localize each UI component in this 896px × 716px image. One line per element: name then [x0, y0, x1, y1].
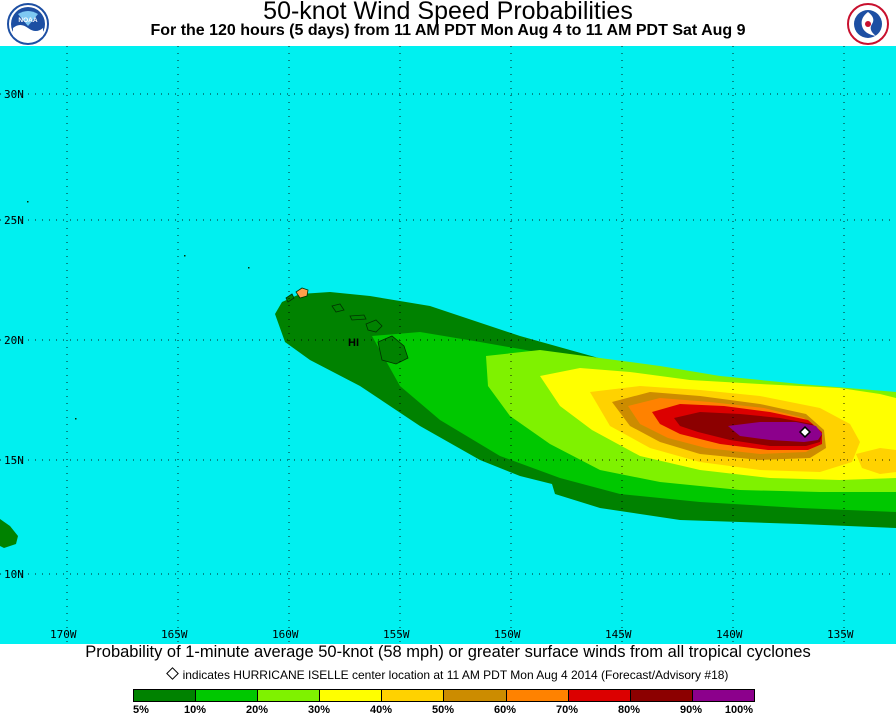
page-title: 50-knot Wind Speed Probabilities — [263, 0, 633, 25]
colorbar-segment — [630, 690, 693, 701]
colorbar-segment — [444, 690, 507, 701]
lon-label: 150W — [494, 628, 521, 641]
colorbar-label: 80% — [617, 704, 641, 716]
lat-label: 25N — [4, 214, 24, 227]
colorbar-label: 10% — [183, 704, 207, 716]
lon-label: 135W — [827, 628, 854, 641]
map-description: Probability of 1-minute average 50-knot … — [85, 643, 811, 661]
footer: Probability of 1-minute average 50-knot … — [0, 643, 896, 716]
island-hawaii — [377, 335, 409, 365]
contour-90pct — [728, 422, 822, 442]
island-molokai — [349, 314, 367, 321]
probability-colorbar — [133, 689, 755, 702]
page-subtitle: For the 120 hours (5 days) from 11 AM PD… — [150, 22, 746, 39]
colorbar-segment — [568, 690, 631, 701]
island-oahu — [331, 303, 345, 313]
contour-5pct-west — [0, 519, 18, 548]
wind-probability-map: HI 30N 25N 20N 15N 10N — [0, 46, 896, 644]
nws-logo-icon — [847, 3, 889, 45]
lat-label: 15N — [4, 454, 24, 467]
svg-text:NOAA: NOAA — [18, 17, 37, 24]
latitude-labels: 30N 25N 20N 15N 10N — [4, 88, 24, 581]
storm-center-note: indicates HURRICANE ISELLE center locati… — [0, 667, 896, 682]
place-label-hi: HI — [348, 337, 359, 349]
contour-south-patch — [856, 448, 896, 474]
lon-label: 170W — [50, 628, 77, 641]
lat-label: 30N — [4, 88, 24, 101]
island-maui — [365, 319, 383, 333]
probability-contours — [0, 292, 896, 548]
colorbar-label: 70% — [555, 704, 579, 716]
lat-label: 20N — [4, 334, 24, 347]
colorbar-labels: 5% 10% 20% 30% 40% 50% 60% 70% 80% 90% 100% — [0, 704, 896, 716]
map-canvas: HI 30N 25N 20N 15N 10N — [0, 46, 896, 644]
colorbar-label: 90% — [679, 704, 703, 716]
hawaiian-islands — [285, 287, 409, 365]
storm-center-marker-icon — [798, 425, 812, 439]
small-islets — [27, 201, 250, 420]
lon-label: 140W — [716, 628, 743, 641]
lon-label: 165W — [161, 628, 188, 641]
island-kauai — [295, 287, 309, 299]
colorbar-label: 100% — [724, 704, 754, 716]
island-niihau — [285, 293, 295, 303]
lat-label: 10N — [4, 568, 24, 581]
colorbar-segment — [320, 690, 383, 701]
lon-label: 155W — [383, 628, 410, 641]
colorbar-segment — [258, 690, 321, 701]
lon-label: 160W — [272, 628, 299, 641]
colorbar-label: 50% — [431, 704, 455, 716]
colorbar-segment — [134, 690, 197, 701]
storm-center-note-text: indicates HURRICANE ISELLE center locati… — [182, 668, 729, 682]
longitude-labels: 170W 165W 160W 155W 150W 145W 140W 135W — [50, 628, 854, 641]
colorbar-label: 20% — [245, 704, 269, 716]
colorbar-label: 5% — [133, 704, 149, 716]
colorbar-label: 60% — [493, 704, 517, 716]
colorbar-segment — [196, 690, 259, 701]
diamond-marker-icon — [165, 667, 179, 680]
header: NOAA 50-knot Wind Speed Probabilities Fo… — [0, 0, 896, 46]
colorbar-segment — [506, 690, 569, 701]
colorbar-label: 40% — [369, 704, 393, 716]
lon-label: 145W — [605, 628, 632, 641]
colorbar-label: 30% — [307, 704, 331, 716]
colorbar-segment — [382, 690, 445, 701]
grid-lines — [0, 46, 896, 644]
colorbar-segment — [692, 690, 754, 701]
noaa-logo-icon: NOAA — [7, 3, 49, 45]
